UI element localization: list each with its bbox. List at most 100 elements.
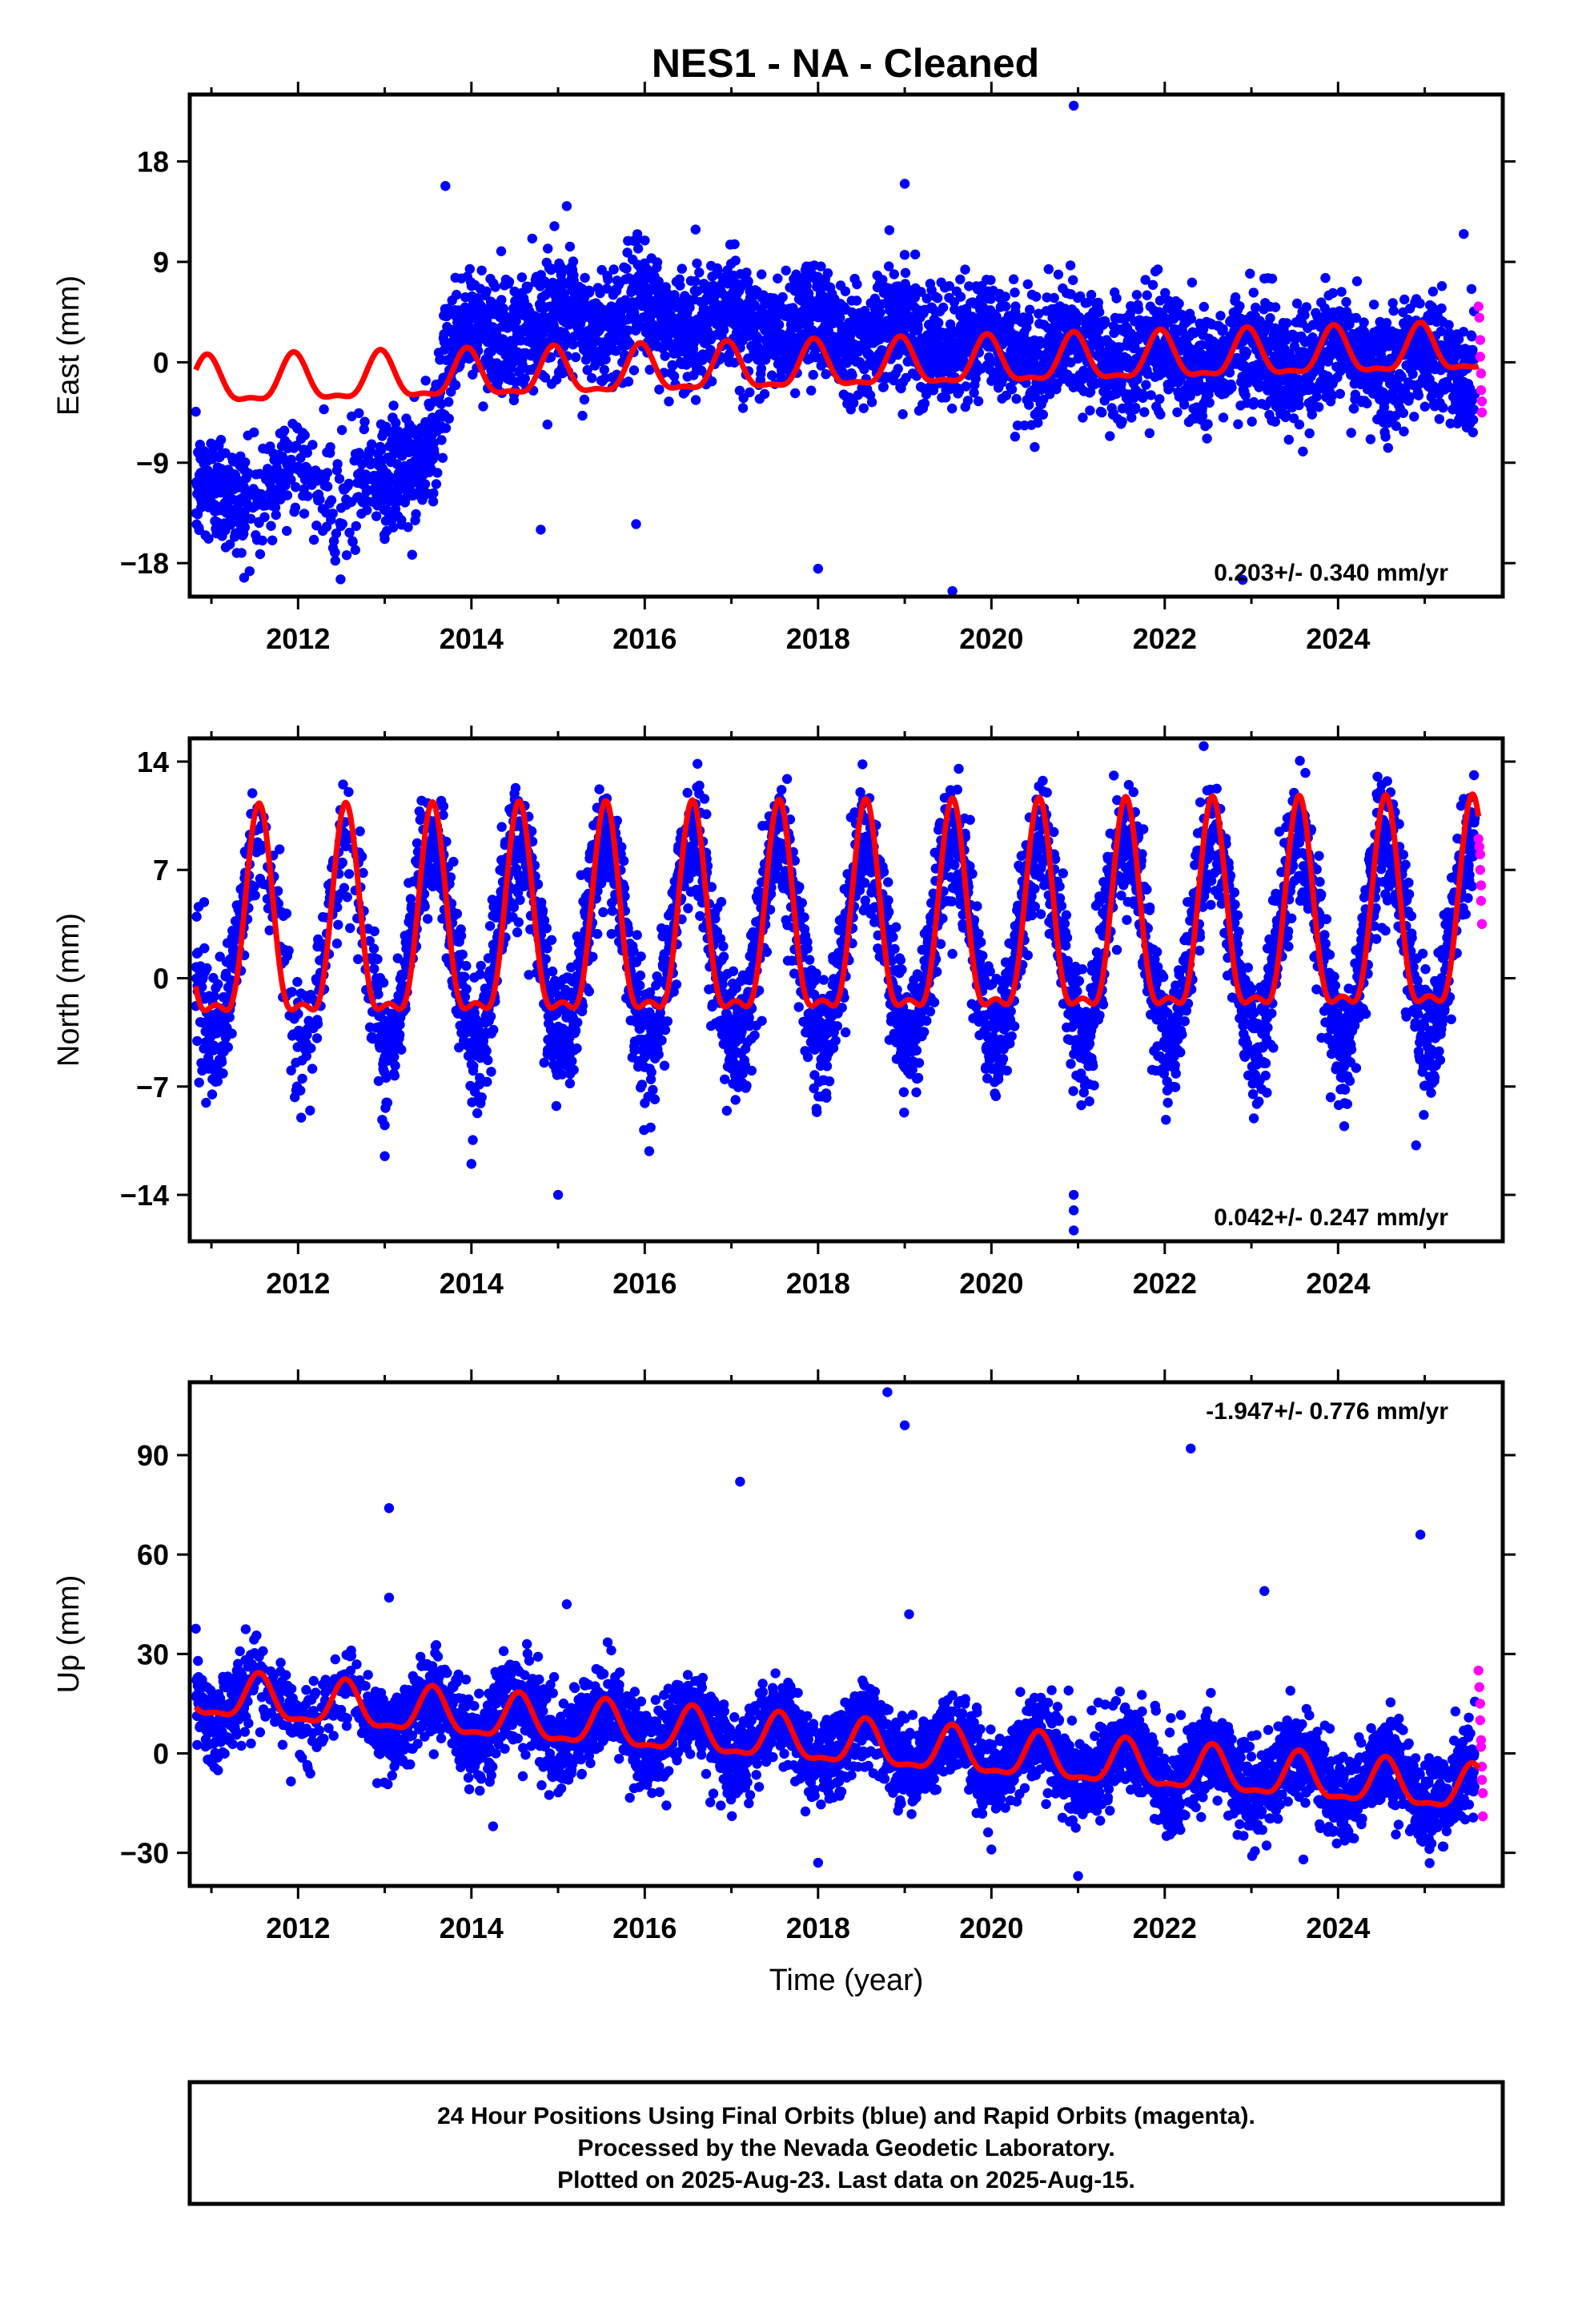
data-point — [308, 534, 319, 545]
data-point — [1126, 328, 1136, 339]
data-point — [1154, 394, 1165, 404]
data-point — [960, 264, 970, 275]
data-point — [1398, 408, 1409, 418]
data-point — [1147, 279, 1158, 290]
data-point — [362, 505, 372, 516]
data-point — [523, 281, 533, 292]
data-point — [328, 536, 339, 546]
data-point — [685, 302, 695, 313]
data-point — [207, 1089, 218, 1100]
data-point — [899, 250, 910, 260]
data-point — [339, 883, 350, 893]
outlier-point — [1459, 228, 1469, 239]
data-point — [950, 304, 960, 315]
data-point — [395, 1029, 405, 1040]
data-point — [944, 281, 955, 292]
data-point — [334, 473, 345, 485]
data-point — [264, 925, 275, 935]
data-point — [297, 1073, 307, 1084]
data-point — [1399, 426, 1409, 436]
data-point — [577, 410, 588, 421]
data-point — [1294, 400, 1304, 411]
data-point — [1468, 344, 1478, 356]
data-point — [909, 249, 921, 259]
data-point — [319, 404, 329, 415]
data-point — [357, 459, 367, 469]
data-point — [1435, 326, 1447, 336]
data-point — [1160, 287, 1170, 298]
data-point — [1100, 317, 1110, 328]
data-point — [1409, 412, 1419, 422]
data-point — [1224, 368, 1235, 378]
data-point — [356, 851, 367, 862]
data-point — [640, 235, 650, 246]
panel-east: 2012 2014 2016 2018 2020 2022 20241890−9−18Eas… — [52, 82, 1516, 655]
data-point — [1468, 404, 1480, 415]
data-point — [301, 1051, 311, 1061]
data-point — [737, 403, 749, 413]
data-point — [1130, 402, 1141, 413]
data-point — [199, 897, 210, 907]
data-point — [1218, 412, 1229, 423]
data-point — [919, 398, 930, 408]
rapid-point — [1475, 335, 1486, 345]
data-point — [351, 521, 361, 532]
data-point — [773, 320, 785, 330]
data-point — [664, 396, 674, 407]
data-point — [1231, 292, 1241, 303]
data-point — [244, 566, 255, 577]
data-point — [822, 268, 833, 279]
data-point — [632, 229, 643, 239]
data-point — [330, 547, 340, 558]
data-point — [1320, 272, 1331, 283]
data-point — [1346, 428, 1356, 438]
data-point — [478, 401, 488, 412]
data-point — [1010, 432, 1021, 442]
data-point — [1033, 417, 1043, 428]
y-axis-label: East (mm) — [52, 275, 86, 416]
model-curve — [193, 320, 1481, 402]
data-point — [1280, 409, 1291, 420]
data-point — [307, 440, 318, 450]
data-point — [1215, 311, 1226, 321]
data-point — [889, 269, 900, 279]
data-point — [570, 352, 581, 363]
data-point — [1314, 402, 1324, 412]
data-point — [1443, 320, 1454, 330]
data-point — [212, 1076, 223, 1087]
data-point — [1138, 392, 1148, 403]
data-point — [947, 403, 958, 414]
data-point — [1235, 301, 1245, 312]
data-point — [841, 358, 853, 368]
data-point — [201, 1097, 211, 1108]
data-point — [916, 287, 926, 297]
data-point — [1282, 318, 1292, 328]
data-point — [1247, 416, 1257, 427]
data-point — [1299, 310, 1310, 320]
data-point — [504, 276, 515, 287]
data-point — [1086, 290, 1097, 300]
x-tick-label: 2024 — [1306, 622, 1370, 655]
data-point — [337, 857, 347, 868]
data-point — [1006, 384, 1018, 395]
data-point — [1024, 400, 1034, 410]
data-point — [1419, 401, 1431, 412]
data-point — [199, 446, 210, 456]
data-point — [1186, 277, 1198, 287]
data-point — [388, 400, 399, 411]
data-point — [718, 325, 729, 336]
rapid-point — [1473, 301, 1484, 312]
data-point — [481, 286, 492, 296]
data-point — [403, 522, 413, 533]
data-point — [986, 294, 996, 304]
data-point — [354, 408, 364, 419]
outlier-point — [440, 181, 451, 191]
data-point — [969, 388, 979, 398]
rate-annotation: 0.203+/- 0.340 mm/yr — [1214, 560, 1448, 586]
rapid-point — [1476, 368, 1487, 379]
data-point — [1172, 407, 1182, 417]
data-point — [451, 380, 461, 391]
panel-north: 2012 2014 2016 2018 2020 2022 20241470−7−14Nor… — [52, 726, 1516, 1300]
outlier-point — [947, 585, 958, 597]
data-point — [428, 488, 439, 499]
